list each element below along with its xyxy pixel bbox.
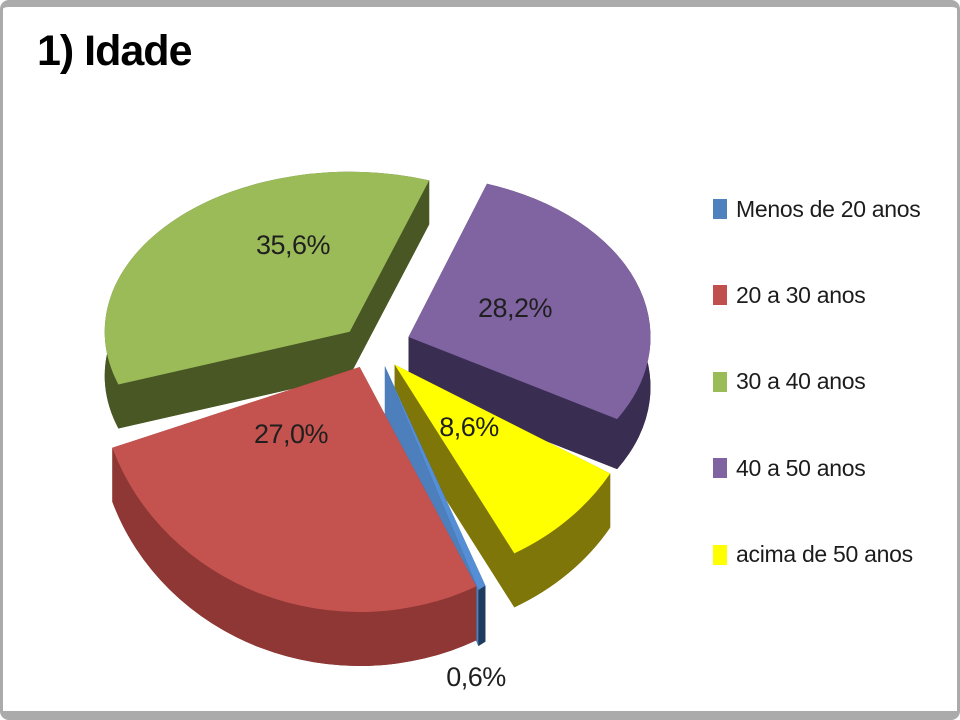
pie-slice-20-a-30-anos <box>112 367 477 667</box>
legend-item-acima-de-50-anos: acima de 50 anos <box>713 540 913 570</box>
slice-label-40-a-50-anos: 28,2% <box>478 293 553 323</box>
slice-label-menos-de-20-anos: 0,6% <box>446 662 506 692</box>
legend-label: 20 a 30 anos <box>736 281 866 308</box>
pie-slice-30-a-40-anos <box>104 171 430 429</box>
slice-label-acima-de-50-anos: 8,6% <box>439 412 499 442</box>
legend-item-40-a-50-anos: 40 a 50 anos <box>713 453 866 483</box>
legend-item-menos-de-20-anos: Menos de 20 anos <box>713 194 921 224</box>
legend-swatch-icon <box>713 458 727 479</box>
legend-label: acima de 50 anos <box>736 541 913 568</box>
legend-label: 30 a 40 anos <box>736 368 866 395</box>
chart-legend: Menos de 20 anos 20 a 30 anos 30 a 40 anos… <box>713 7 953 711</box>
legend-swatch-icon <box>713 544 727 565</box>
legend-label: 40 a 50 anos <box>736 454 866 481</box>
legend-item-20-a-30-anos: 20 a 30 anos <box>713 280 866 310</box>
pie-chart: 0,6% 27,0% 35,6% 28,2% 8,6% <box>104 171 651 692</box>
slice-label-20-a-30-anos: 27,0% <box>254 419 329 449</box>
legend-item-30-a-40-anos: 30 a 40 anos <box>713 367 866 397</box>
legend-swatch-icon <box>713 285 727 306</box>
legend-swatch-icon <box>713 199 727 219</box>
legend-swatch-icon <box>713 371 727 392</box>
slice-label-30-a-40-anos: 35,6% <box>256 230 331 260</box>
legend-label: Menos de 20 anos <box>736 195 921 222</box>
pie-slice-acima-de-50-anos <box>394 364 611 608</box>
page-title: 1) Idade <box>37 27 192 75</box>
